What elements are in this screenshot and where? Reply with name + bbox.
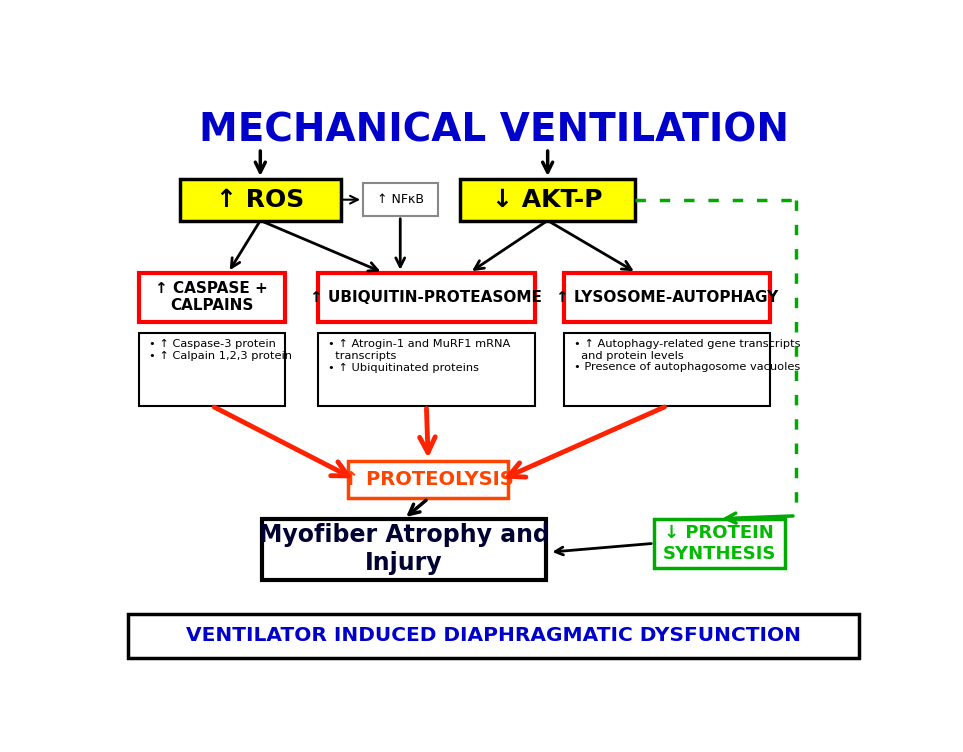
Text: ↓ AKT-P: ↓ AKT-P [492,188,603,211]
Text: MECHANICAL VENTILATION: MECHANICAL VENTILATION [198,112,789,150]
Text: ↑ NFκB: ↑ NFκB [377,193,424,206]
Text: ↓ PROTEIN
SYNTHESIS: ↓ PROTEIN SYNTHESIS [663,524,776,562]
FancyBboxPatch shape [348,461,508,499]
FancyBboxPatch shape [128,614,859,658]
FancyBboxPatch shape [139,273,285,322]
Text: • ↑ Autophagy-related gene transcripts
  and protein levels
• Presence of autoph: • ↑ Autophagy-related gene transcripts a… [574,339,800,372]
Text: ↑ ROS: ↑ ROS [216,188,304,211]
FancyBboxPatch shape [564,273,769,322]
FancyBboxPatch shape [318,333,534,406]
FancyBboxPatch shape [318,273,534,322]
FancyBboxPatch shape [363,183,437,216]
FancyBboxPatch shape [460,179,636,220]
Text: Myofiber Atrophy and
Injury: Myofiber Atrophy and Injury [258,523,550,575]
Text: • ↑ Caspase-3 protein
• ↑ Calpain 1,2,3 protein: • ↑ Caspase-3 protein • ↑ Calpain 1,2,3 … [148,339,292,361]
Text: ↑ CASPASE +
CALPAINS: ↑ CASPASE + CALPAINS [155,281,268,314]
Text: ↑ LYSOSOME-AUTOPHAGY: ↑ LYSOSOME-AUTOPHAGY [556,290,778,305]
Text: ↑ UBIQUITIN-PROTEASOME: ↑ UBIQUITIN-PROTEASOME [310,290,542,305]
FancyBboxPatch shape [180,179,341,220]
FancyBboxPatch shape [564,333,769,406]
Text: • ↑ Atrogin-1 and MuRF1 mRNA
  transcripts
• ↑ Ubiquitinated proteins: • ↑ Atrogin-1 and MuRF1 mRNA transcripts… [327,339,510,372]
FancyBboxPatch shape [262,519,546,580]
FancyBboxPatch shape [139,333,285,406]
Text: ↑ PROTEOLYSIS: ↑ PROTEOLYSIS [343,470,513,489]
Text: VENTILATOR INDUCED DIAPHRAGMATIC DYSFUNCTION: VENTILATOR INDUCED DIAPHRAGMATIC DYSFUNC… [186,626,801,645]
FancyBboxPatch shape [654,519,785,568]
